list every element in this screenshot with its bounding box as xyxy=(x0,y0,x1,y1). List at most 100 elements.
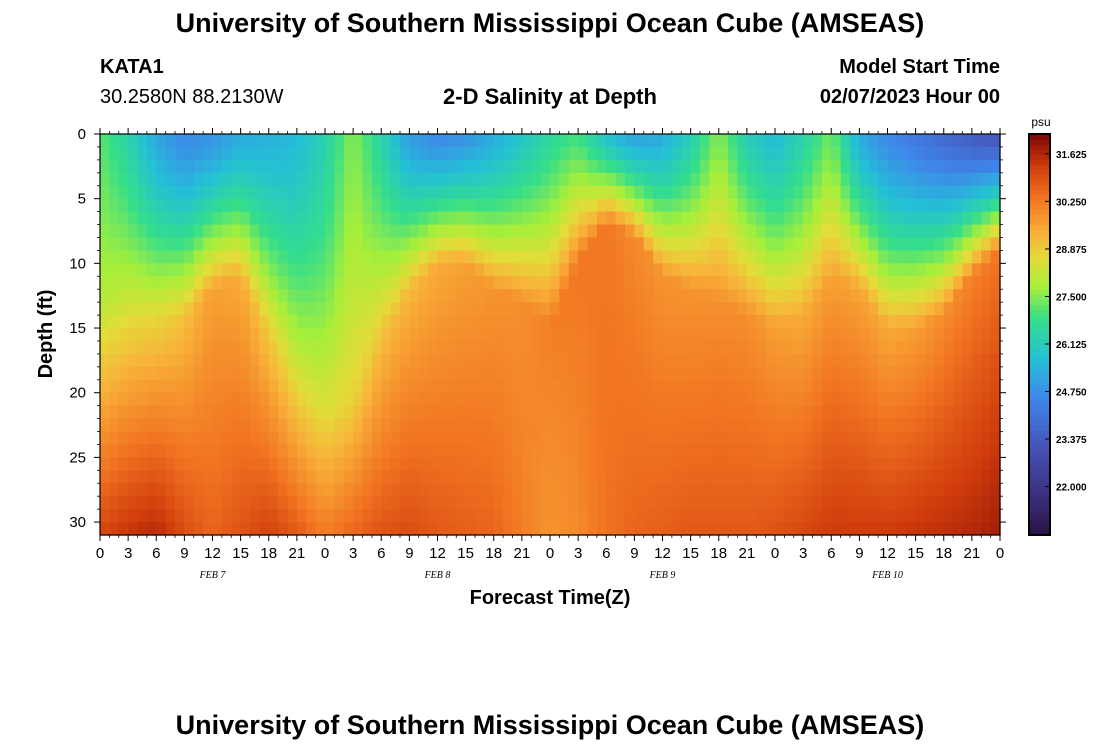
heatmap-cell xyxy=(278,185,289,200)
heatmap-cell xyxy=(118,470,129,484)
station-coordinates: 30.2580N 88.2130W xyxy=(100,86,284,108)
heatmap-cell xyxy=(756,250,767,264)
heatmap-cell xyxy=(100,431,110,446)
heatmap-cell xyxy=(718,315,729,329)
heatmap-cell xyxy=(137,483,148,497)
heatmap-cell xyxy=(746,366,757,381)
heatmap-cell xyxy=(690,457,701,471)
heatmap-cell xyxy=(756,418,767,433)
heatmap-cell xyxy=(437,315,448,329)
heatmap-cell xyxy=(353,340,364,355)
heatmap-cell xyxy=(390,276,401,290)
heatmap-cell xyxy=(850,315,860,329)
heatmap-cell xyxy=(231,237,242,252)
heatmap-cell xyxy=(568,509,579,523)
heatmap-cell xyxy=(334,224,345,239)
heatmap-cell xyxy=(887,237,898,252)
heatmap-cell xyxy=(746,470,757,484)
heatmap-cell xyxy=(381,444,392,458)
heatmap-cell xyxy=(728,289,739,303)
heatmap-cell xyxy=(850,211,860,226)
heatmap-cell xyxy=(878,211,889,226)
heatmap-cell xyxy=(203,483,214,497)
heatmap-cell xyxy=(184,172,195,187)
heatmap-cell xyxy=(850,302,860,316)
heatmap-cell xyxy=(878,496,889,510)
heatmap-cell xyxy=(306,315,317,329)
heatmap-cell xyxy=(156,509,167,523)
heatmap-cell xyxy=(962,392,973,407)
heatmap-cell xyxy=(240,250,251,264)
heatmap-cell xyxy=(962,289,973,303)
heatmap-cell xyxy=(259,172,270,187)
heatmap-cell xyxy=(503,146,514,161)
colorbar-swatch xyxy=(1029,374,1050,381)
heatmap-cell xyxy=(156,444,167,458)
heatmap-cell xyxy=(812,134,823,148)
heatmap-cell xyxy=(521,134,532,148)
heatmap-cell xyxy=(184,289,195,303)
heatmap-cell xyxy=(803,211,814,226)
heatmap-cell xyxy=(943,392,954,407)
heatmap-cell xyxy=(371,250,382,264)
heatmap-cell xyxy=(625,289,635,303)
heatmap-cell xyxy=(887,134,898,148)
heatmap-cell xyxy=(550,185,560,200)
heatmap-cell xyxy=(146,276,157,290)
heatmap-cell xyxy=(343,405,354,420)
heatmap-cell xyxy=(925,302,935,316)
heatmap-cell xyxy=(615,237,626,252)
heatmap-cell xyxy=(353,328,364,342)
heatmap-cell xyxy=(521,457,532,471)
heatmap-cell xyxy=(812,250,823,264)
heatmap-cell xyxy=(184,328,195,342)
heatmap-cell xyxy=(568,353,579,368)
heatmap-cell xyxy=(287,250,298,264)
heatmap-cell xyxy=(643,418,654,433)
heatmap-cell xyxy=(559,366,570,381)
heatmap-cell xyxy=(775,353,785,368)
colorbar-swatch xyxy=(1029,199,1050,205)
heatmap-cell xyxy=(465,134,476,148)
heatmap-cell xyxy=(296,392,307,407)
heatmap-cell xyxy=(475,211,485,226)
heatmap-cell xyxy=(296,431,307,446)
heatmap-cell xyxy=(737,444,748,458)
heatmap-cell xyxy=(943,250,954,264)
heatmap-cell xyxy=(137,146,148,161)
heatmap-cell xyxy=(578,172,589,187)
heatmap-cell xyxy=(503,224,514,239)
heatmap-cell xyxy=(606,263,617,277)
heatmap-cell xyxy=(362,431,373,446)
heatmap-cell xyxy=(718,224,729,239)
heatmap-cell xyxy=(887,340,898,355)
heatmap-cell xyxy=(446,418,457,433)
heatmap-cell xyxy=(831,146,842,161)
heatmap-cell xyxy=(184,185,195,200)
heatmap-cell xyxy=(231,185,242,200)
heatmap-cell xyxy=(128,289,139,303)
heatmap-cell xyxy=(653,470,664,484)
heatmap-cell xyxy=(896,198,907,213)
heatmap-cell xyxy=(681,185,692,200)
heatmap-cell xyxy=(362,444,373,458)
heatmap-cell xyxy=(503,302,514,316)
heatmap-cell xyxy=(737,211,748,226)
heatmap-cell xyxy=(578,185,589,200)
heatmap-cell xyxy=(296,159,307,174)
heatmap-cell xyxy=(896,134,907,148)
heatmap-cell xyxy=(446,431,457,446)
heatmap-cell xyxy=(868,470,879,484)
heatmap-cell xyxy=(831,431,842,446)
heatmap-cell xyxy=(400,328,410,342)
heatmap-cell xyxy=(887,185,898,200)
heatmap-cell xyxy=(221,211,232,226)
heatmap-cell xyxy=(671,263,682,277)
heatmap-cell xyxy=(784,431,795,446)
heatmap-cell xyxy=(287,340,298,355)
heatmap-cell xyxy=(775,302,785,316)
heatmap-cell xyxy=(193,470,204,484)
heatmap-cell xyxy=(868,211,879,226)
heatmap-cell xyxy=(531,418,542,433)
heatmap-cell xyxy=(953,483,964,497)
